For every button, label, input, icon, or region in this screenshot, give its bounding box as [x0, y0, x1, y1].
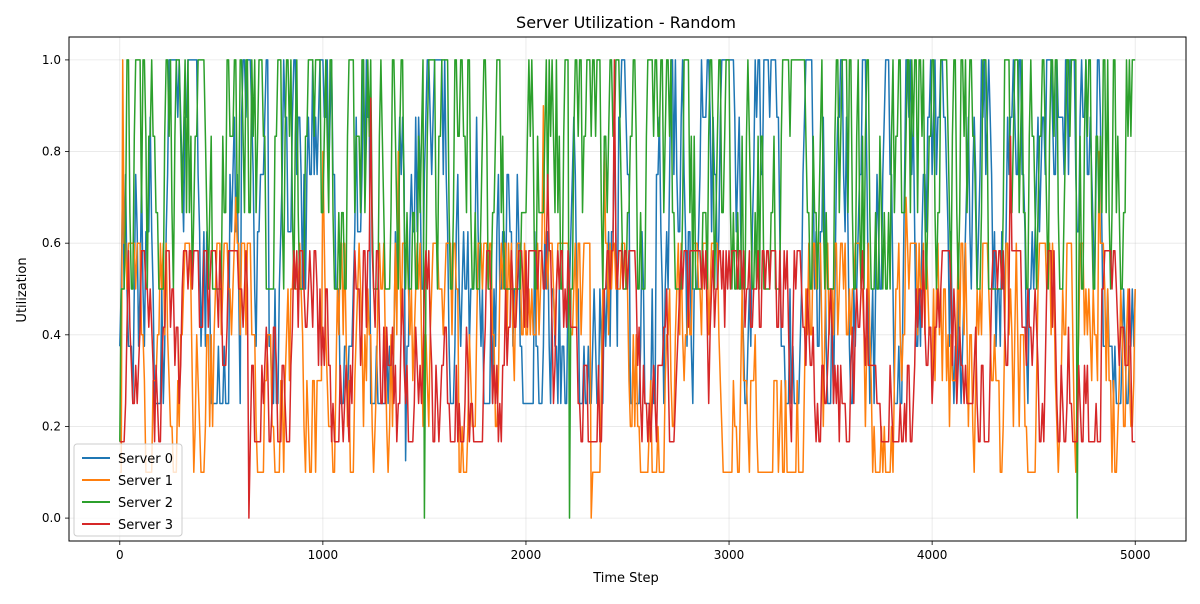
- x-tick-label: 3000: [714, 548, 745, 562]
- legend: Server 0 Server 1 Server 2 Server 3: [74, 444, 182, 536]
- legend-label: Server 1: [118, 474, 173, 489]
- x-tick-label: 0: [116, 548, 124, 562]
- legend-label: Server 0: [118, 452, 173, 467]
- y-tick-label: 0.2: [42, 419, 61, 433]
- chart-title: Server Utilization - Random: [516, 13, 736, 32]
- legend-label: Server 2: [118, 496, 173, 511]
- y-tick-label: 0.4: [42, 328, 61, 342]
- x-axis-label: Time Step: [592, 571, 659, 586]
- y-axis-label: Utilization: [15, 257, 30, 322]
- y-tick-label: 0.0: [42, 511, 61, 525]
- x-tick-label: 1000: [308, 548, 339, 562]
- x-tick-label: 2000: [511, 548, 542, 562]
- x-tick-label: 5000: [1120, 548, 1151, 562]
- y-tick-label: 1.0: [42, 53, 61, 67]
- legend-label: Server 3: [118, 518, 173, 533]
- y-tick-label: 0.8: [42, 145, 61, 159]
- y-tick-label: 0.6: [42, 236, 61, 250]
- x-tick-label: 4000: [917, 548, 948, 562]
